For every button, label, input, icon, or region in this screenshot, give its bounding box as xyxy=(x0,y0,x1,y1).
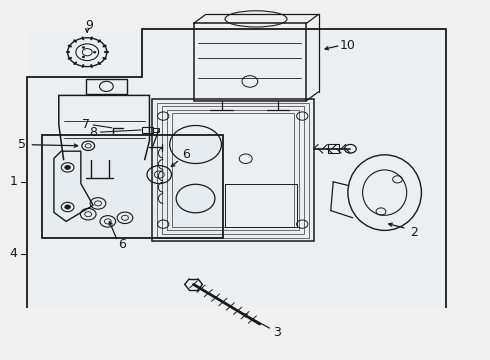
Bar xyxy=(28,30,445,307)
Bar xyxy=(194,23,306,101)
Bar xyxy=(142,127,153,133)
Text: 8: 8 xyxy=(89,126,97,139)
Bar xyxy=(153,128,159,132)
Bar xyxy=(167,110,299,230)
Bar xyxy=(172,113,294,227)
Circle shape xyxy=(93,51,96,53)
Circle shape xyxy=(82,46,85,49)
Circle shape xyxy=(65,205,71,209)
Bar xyxy=(157,103,309,238)
Bar xyxy=(43,136,222,237)
Bar xyxy=(224,184,297,227)
Text: 9: 9 xyxy=(86,19,94,32)
Text: 4: 4 xyxy=(10,247,18,260)
Text: 5: 5 xyxy=(18,138,26,150)
Bar xyxy=(86,79,127,94)
Bar xyxy=(162,106,304,234)
Circle shape xyxy=(82,56,85,58)
Text: 6: 6 xyxy=(182,148,190,161)
Text: 3: 3 xyxy=(273,327,281,339)
Text: 7: 7 xyxy=(82,118,90,131)
Bar xyxy=(42,135,223,238)
Circle shape xyxy=(65,165,71,170)
Text: 1: 1 xyxy=(10,175,18,188)
Text: 2: 2 xyxy=(410,226,418,239)
Text: 10: 10 xyxy=(340,39,356,52)
Text: 6: 6 xyxy=(119,238,126,251)
Bar xyxy=(152,99,314,241)
Bar xyxy=(328,144,339,153)
